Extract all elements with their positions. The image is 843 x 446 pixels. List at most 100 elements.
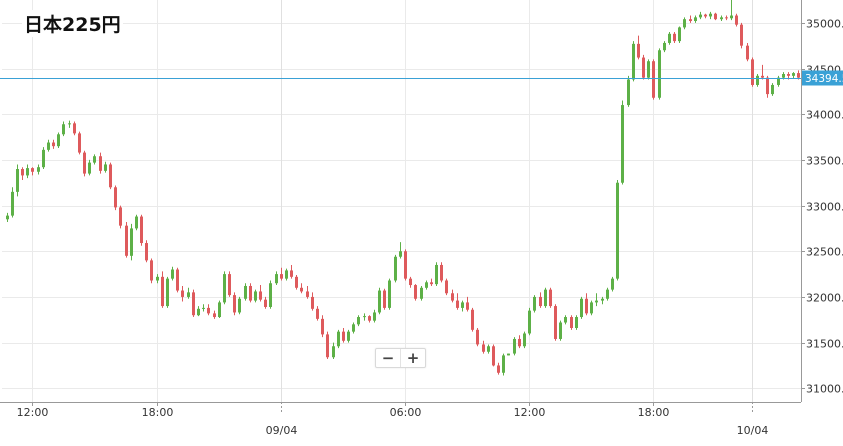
candle-body — [570, 317, 573, 328]
candle-body — [730, 15, 733, 19]
candle-body — [125, 225, 128, 256]
candle — [663, 41, 666, 53]
candle-body — [280, 274, 283, 279]
candle — [130, 223, 133, 261]
candle-body — [606, 289, 609, 299]
price-layer: 34394.5 — [0, 70, 843, 86]
candle-body — [575, 317, 578, 328]
candle — [476, 327, 479, 347]
candle — [42, 147, 45, 170]
candle — [218, 300, 221, 318]
candle — [306, 285, 309, 299]
candle-body — [699, 14, 702, 18]
candle-body — [373, 312, 376, 321]
candle — [373, 309, 376, 323]
candle — [26, 164, 29, 179]
candle — [88, 159, 91, 176]
candle — [492, 344, 495, 367]
candle — [368, 315, 371, 323]
candle — [228, 271, 231, 297]
candle — [575, 315, 578, 330]
y-tick-label: 32500.0 — [806, 246, 843, 259]
zoom-out-button[interactable]: − — [381, 349, 395, 367]
candle-body — [782, 74, 785, 78]
candle-body — [47, 142, 50, 150]
candle-body — [140, 216, 143, 244]
candle-body — [290, 270, 293, 277]
candle — [161, 271, 164, 308]
candle-body — [611, 278, 614, 290]
candle-body — [187, 292, 190, 297]
candle-body — [42, 149, 45, 168]
candle — [570, 315, 573, 330]
candle-body — [21, 169, 24, 176]
x-tick-label: 18:00 — [638, 406, 670, 419]
candle — [300, 283, 303, 294]
candle — [47, 139, 50, 152]
candle-body — [725, 17, 728, 19]
candle-body — [223, 274, 226, 303]
candle — [332, 342, 335, 360]
candle-body — [533, 296, 536, 311]
candle — [544, 287, 547, 308]
zoom-in-button[interactable]: + — [400, 349, 425, 367]
candle — [606, 287, 609, 301]
candle — [290, 264, 293, 279]
candle — [275, 271, 278, 286]
candle-body — [456, 300, 459, 308]
candle — [176, 267, 179, 293]
candle-body — [694, 17, 697, 22]
candle-body — [352, 324, 355, 332]
candle — [549, 287, 552, 308]
candle-body — [420, 287, 423, 299]
candle — [451, 289, 454, 303]
candle-body — [228, 274, 231, 296]
candle — [627, 75, 630, 107]
candle-body — [461, 302, 464, 308]
candle — [777, 75, 780, 87]
candle-body — [746, 45, 749, 60]
candle-body — [181, 290, 184, 297]
candle-body — [466, 302, 469, 310]
candle — [52, 139, 55, 149]
candle-body — [326, 334, 329, 358]
y-tick-label: 33500.0 — [806, 155, 843, 168]
candle — [238, 296, 241, 315]
candle-body — [487, 346, 490, 352]
candle-body — [564, 317, 567, 323]
candle-body — [388, 280, 391, 308]
candle — [104, 161, 107, 173]
candle-body — [668, 33, 671, 43]
candle — [699, 11, 702, 20]
candle-body — [549, 289, 552, 307]
candle-body — [192, 292, 195, 316]
candle-body — [109, 164, 112, 188]
candle — [683, 17, 686, 30]
candle-body — [451, 293, 454, 301]
candle — [37, 164, 40, 175]
candle-body — [544, 289, 547, 307]
candle-body — [663, 42, 666, 51]
candle — [601, 296, 604, 305]
candle — [280, 267, 283, 281]
candle-body — [337, 331, 340, 347]
candle — [285, 268, 288, 281]
candle — [187, 287, 190, 299]
candle — [409, 276, 412, 288]
candle-body — [62, 124, 65, 135]
candle — [311, 292, 314, 311]
candle — [420, 285, 423, 301]
candle — [321, 315, 324, 338]
candle-body — [285, 270, 288, 279]
candle — [192, 289, 195, 318]
candle — [647, 59, 650, 80]
candle-body — [306, 291, 309, 297]
candle-body — [761, 75, 764, 78]
candle-body — [797, 73, 800, 78]
candle-body — [52, 142, 55, 147]
y-tick-label: 33000.0 — [806, 201, 843, 214]
candle-layer — [6, 0, 805, 376]
candle-body — [632, 43, 635, 80]
